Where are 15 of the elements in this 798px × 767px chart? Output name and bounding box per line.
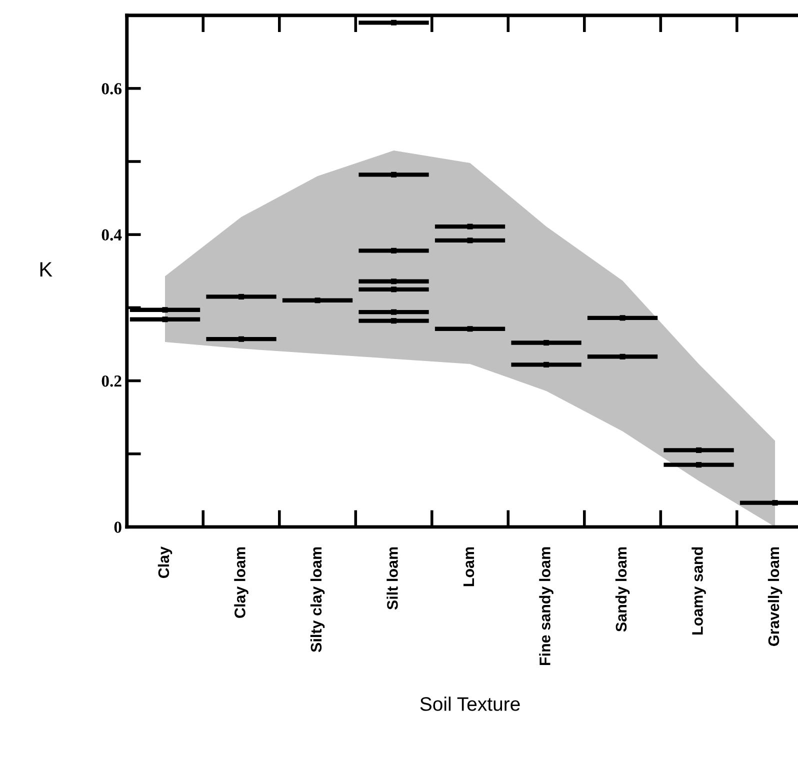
- x-tick-label: Sandy loam: [615, 547, 630, 632]
- x-tick-label: Clay: [158, 546, 172, 578]
- x-tick-label: Gravelly loam: [768, 547, 782, 646]
- x-tick-label: Loamy sand: [692, 547, 706, 634]
- y-tick-label: 0: [114, 522, 122, 533]
- y-axis-title: K: [40, 262, 52, 277]
- y-tick-label: 0.2: [102, 375, 122, 387]
- x-tick-label: Loam: [463, 547, 474, 586]
- x-tick-label: Silty clay loam: [310, 547, 325, 652]
- x-tick-label: Clay loam: [234, 547, 248, 618]
- x-axis-title: Soil Texture: [420, 696, 520, 711]
- y-tick-label: 0.4: [102, 229, 122, 241]
- y-tick-label: 0.6: [102, 83, 122, 94]
- x-tick-label: Fine sandy loam: [539, 547, 554, 666]
- x-tick-label: Silt loam: [386, 547, 398, 610]
